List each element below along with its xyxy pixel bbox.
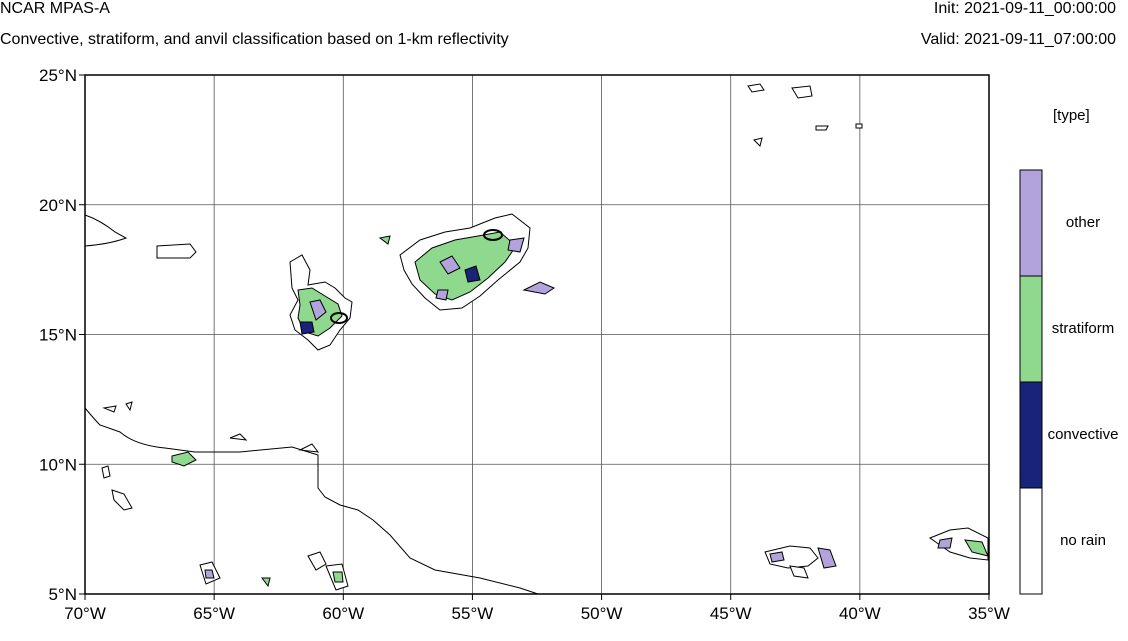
legend-title: [type]: [1053, 107, 1090, 124]
lon-tick-label: 70°W: [64, 604, 106, 623]
lon-tick-label: 45°W: [710, 604, 752, 623]
coastlines: [84, 214, 539, 595]
lon-tick-label: 65°W: [193, 604, 235, 623]
lat-tick-label: 25°N: [39, 66, 77, 85]
map-title: NCAR MPAS-A: [0, 0, 110, 17]
coast-islet-2: [229, 433, 248, 441]
lon-tick-label: 60°W: [322, 604, 364, 623]
lat-tick-label: 15°N: [39, 326, 77, 345]
lon-tick-label: 50°W: [581, 604, 623, 623]
lon-tick-label: 55°W: [452, 604, 494, 623]
legend-label: convective: [1047, 426, 1119, 443]
legend-label: stratiform: [1051, 320, 1115, 337]
lat-tick-label: 10°N: [39, 455, 77, 474]
legend-label: other: [1065, 214, 1101, 231]
precip-field-south: [101, 451, 349, 591]
coast-islet-4: [125, 401, 133, 412]
precip-field-lesser-antilles: [289, 254, 353, 351]
legend-colorbar: [1019, 169, 1043, 595]
puerto-rico-coast: [156, 243, 197, 259]
coast-islet-1: [298, 443, 320, 453]
lon-tick-label: 35°W: [968, 604, 1010, 623]
valid-time: Valid: 2021-09-11_07:00:00: [920, 31, 1116, 48]
init-time: Init: 2021-09-11_00:00:00: [933, 0, 1116, 17]
precip-field-east: [747, 83, 989, 579]
lat-lon-grid: [85, 75, 989, 594]
map-subtitle: Convective, stratiform, and anvil classi…: [0, 31, 509, 48]
lat-tick-label: 20°N: [39, 196, 77, 215]
south-america-coast: [84, 407, 539, 595]
hispaniola-coast: [84, 214, 128, 247]
legend-swatch: [1019, 487, 1043, 595]
precip-field-central: [378, 213, 556, 311]
lat-tick-label: 5°N: [48, 585, 77, 604]
lon-tick-label: 40°W: [839, 604, 881, 623]
axis-ticks: 70°W 65°W 60°W 55°W 50°W 45°W 40°W 35°W 25°N 20°N…: [39, 66, 1010, 623]
coast-islet-3: [102, 405, 117, 413]
legend-label: no rain: [1060, 532, 1106, 549]
